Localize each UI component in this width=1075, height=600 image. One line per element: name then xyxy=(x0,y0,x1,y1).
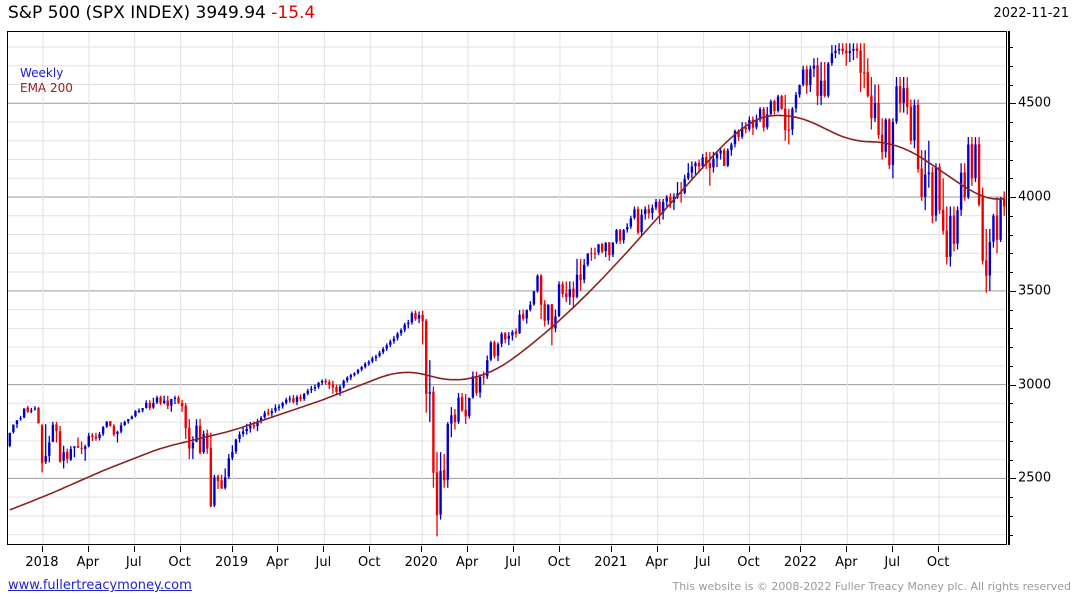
x-axis-label: Oct xyxy=(358,555,381,570)
x-axis-tick xyxy=(656,546,658,552)
page-title: S&P 500 (SPX INDEX) 3949.94 -15.4 xyxy=(8,3,315,23)
y-axis-tick xyxy=(1010,197,1016,199)
y-axis-tick-minor xyxy=(1010,534,1013,536)
y-axis-tick-minor xyxy=(1010,403,1013,405)
x-axis-tick xyxy=(512,546,514,552)
x-axis-label: 2021 xyxy=(594,555,628,570)
y-axis-tick-minor xyxy=(1010,497,1013,499)
y-axis-tick-minor xyxy=(1010,215,1013,217)
x-axis-label: Apr xyxy=(835,555,858,570)
y-axis-tick-minor xyxy=(1010,272,1013,274)
candlestick-canvas xyxy=(8,32,1006,544)
y-axis-tick-minor xyxy=(1010,365,1013,367)
x-axis-label: Apr xyxy=(266,555,289,570)
x-axis-label: Jul xyxy=(694,555,711,570)
x-axis-label: Jul xyxy=(505,555,521,570)
x-axis-label: Oct xyxy=(926,555,950,570)
y-axis-tick-minor xyxy=(1010,253,1013,255)
last-price: 3949.94 xyxy=(195,3,266,23)
x-axis-tick xyxy=(179,546,181,552)
instrument-name: S&P 500 (SPX INDEX) xyxy=(8,3,191,23)
x-axis-tick xyxy=(558,546,560,552)
chart-legend: Weekly EMA 200 xyxy=(20,66,73,96)
x-axis-label: Jul xyxy=(125,555,142,570)
y-axis-tick-minor xyxy=(1010,159,1013,161)
y-axis-tick-minor xyxy=(1010,440,1013,442)
legend-interval: Weekly xyxy=(20,66,64,80)
y-axis-line xyxy=(1008,31,1010,545)
y-axis-tick xyxy=(1010,103,1016,105)
y-axis-tick-minor xyxy=(1010,309,1013,311)
x-axis: 2018 Apr Jul Oct 2019 Apr Jul Oct 2020 Apr Jul Oct 2… xyxy=(7,546,1007,572)
y-axis-tick-minor xyxy=(1010,178,1013,180)
y-axis-tick-minor xyxy=(1010,328,1013,330)
x-axis-label: Jul xyxy=(315,555,332,570)
x-axis-label: Oct xyxy=(737,555,760,570)
candlestick-series xyxy=(8,43,1006,537)
y-axis-label: 4000 xyxy=(1018,189,1052,205)
x-axis-tick xyxy=(133,546,135,552)
x-axis-label: Apr xyxy=(645,555,668,570)
y-axis-label: 2500 xyxy=(1018,470,1052,486)
y-axis-label: 3000 xyxy=(1018,377,1052,393)
x-axis-label: Jul xyxy=(884,555,901,570)
y-axis-tick xyxy=(1010,384,1016,386)
x-axis-tick xyxy=(748,546,750,552)
as-of-date: 2022-11-21 xyxy=(993,6,1069,21)
x-axis-label: Apr xyxy=(76,555,100,570)
x-axis-tick xyxy=(610,546,612,552)
x-axis-tick xyxy=(846,546,848,552)
y-axis-tick xyxy=(1010,290,1016,292)
ema-200-line xyxy=(9,114,1005,511)
x-axis-tick xyxy=(938,546,940,552)
x-axis-tick xyxy=(87,546,89,552)
x-axis-tick xyxy=(421,546,423,552)
y-axis-tick xyxy=(1010,478,1016,480)
chart-header: S&P 500 (SPX INDEX) 3949.94 -15.4 2022-1… xyxy=(0,0,1075,30)
x-axis-label: 2019 xyxy=(215,555,249,570)
x-axis-label: Oct xyxy=(168,555,191,570)
x-axis-tick xyxy=(41,546,43,552)
y-axis-tick-minor xyxy=(1010,347,1013,349)
y-axis-tick-minor xyxy=(1010,515,1013,517)
y-axis-tick-minor xyxy=(1010,459,1013,461)
x-axis-label: 2018 xyxy=(25,555,59,570)
x-axis-tick xyxy=(323,546,325,552)
y-axis-label: 4500 xyxy=(1018,95,1052,111)
x-axis-label: Oct xyxy=(547,555,571,570)
y-axis-label: 3500 xyxy=(1018,283,1052,299)
y-axis-tick-minor xyxy=(1010,84,1013,86)
x-axis-label: Apr xyxy=(455,555,479,570)
x-axis-tick xyxy=(467,546,469,552)
y-axis-tick-minor xyxy=(1010,140,1013,142)
x-axis-label: 2022 xyxy=(783,555,817,570)
grid-lines xyxy=(8,32,1006,544)
price-change: -15.4 xyxy=(271,3,316,23)
y-axis-tick-minor xyxy=(1010,122,1013,124)
x-axis-tick xyxy=(702,546,704,552)
y-axis-tick-minor xyxy=(1010,234,1013,236)
y-axis-tick-minor xyxy=(1010,422,1013,424)
x-axis-tick xyxy=(277,546,279,552)
x-axis-tick xyxy=(231,546,233,552)
site-url-link[interactable]: www.fullertreacymoney.com xyxy=(8,578,192,593)
y-axis-tick-minor xyxy=(1010,47,1013,48)
copyright-notice: This website is © 2008-2022 Fuller Treac… xyxy=(672,580,1071,593)
x-axis-label: 2020 xyxy=(404,555,438,570)
x-axis-tick xyxy=(892,546,894,552)
x-axis-tick xyxy=(800,546,802,552)
y-axis: 2500 3000 3500 4000 4500 xyxy=(1008,31,1075,545)
y-axis-tick-minor xyxy=(1010,65,1013,67)
legend-ema-200: EMA 200 xyxy=(20,81,73,95)
chart-footer: www.fullertreacymoney.com This website i… xyxy=(0,576,1075,600)
x-axis-tick xyxy=(369,546,371,552)
price-chart-plot-area[interactable]: Weekly EMA 200 xyxy=(7,31,1007,545)
